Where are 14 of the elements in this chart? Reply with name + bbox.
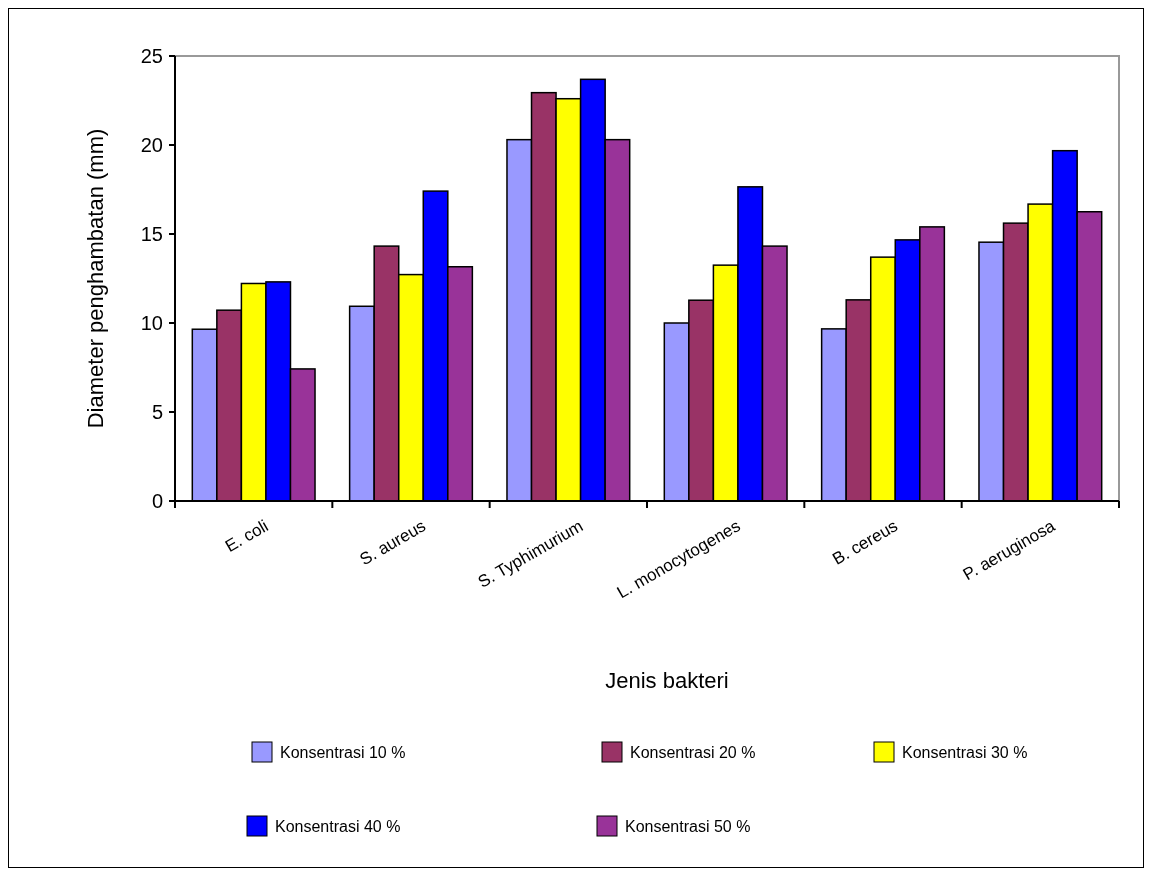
x-tick-label: E. coli [222, 516, 272, 556]
y-tick-label: 5 [151, 401, 163, 423]
y-tick-label: 10 [140, 312, 163, 334]
y-axis-title: Diameter penghambatan (mm) [83, 128, 108, 429]
y-tick-label: 25 [140, 45, 163, 67]
legend-label: Konsentrasi 20 % [630, 743, 756, 761]
y-tick-label: 0 [151, 490, 163, 512]
legend-label: Konsentrasi 50 % [625, 817, 751, 835]
x-axis-title: Jenis bakteri [605, 668, 729, 693]
legend-label: Konsentrasi 30 % [902, 743, 1028, 761]
legend-label: Konsentrasi 40 % [275, 817, 401, 835]
legend-label: Konsentrasi 10 % [280, 743, 406, 761]
y-tick-label: 20 [140, 134, 163, 156]
y-tick-label: 15 [140, 223, 163, 245]
